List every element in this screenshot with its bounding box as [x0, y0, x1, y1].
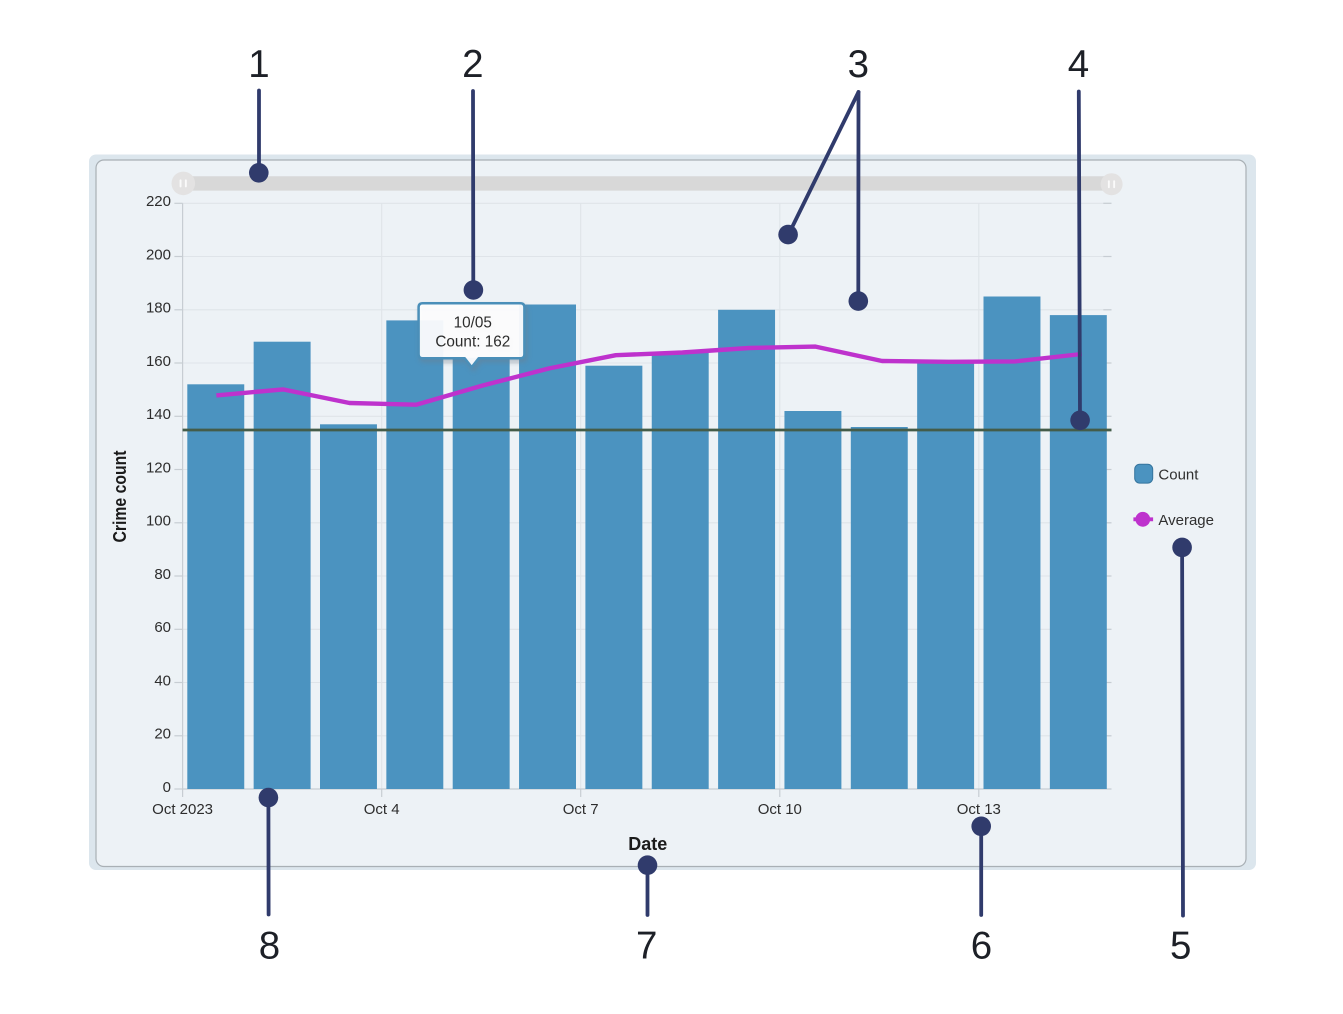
svg-text:10/05: 10/05	[454, 314, 492, 331]
svg-text:40: 40	[154, 672, 171, 689]
svg-text:Count: Count	[1158, 466, 1199, 483]
svg-text:60: 60	[154, 619, 171, 636]
svg-text:4: 4	[1068, 43, 1089, 86]
svg-text:6: 6	[971, 925, 992, 968]
svg-text:200: 200	[146, 246, 171, 263]
svg-text:220: 220	[146, 193, 171, 210]
svg-text:180: 180	[146, 300, 171, 317]
svg-text:0: 0	[163, 779, 171, 796]
svg-text:Oct 2023: Oct 2023	[152, 801, 213, 818]
svg-text:160: 160	[146, 353, 171, 370]
svg-text:100: 100	[146, 513, 171, 530]
svg-text:Date: Date	[628, 834, 667, 854]
svg-text:Average: Average	[1158, 512, 1214, 529]
svg-text:140: 140	[146, 406, 171, 423]
svg-text:Oct 4: Oct 4	[364, 801, 400, 818]
svg-text:Count: 162: Count: 162	[435, 334, 510, 351]
svg-text:Oct 13: Oct 13	[957, 801, 1001, 818]
svg-text:80: 80	[154, 566, 171, 583]
svg-text:5: 5	[1170, 925, 1191, 968]
svg-text:2: 2	[462, 43, 483, 86]
svg-text:8: 8	[259, 925, 280, 968]
svg-text:Oct 7: Oct 7	[563, 801, 599, 818]
svg-text:7: 7	[636, 925, 657, 968]
svg-text:Crime count: Crime count	[110, 450, 130, 542]
svg-text:1: 1	[248, 43, 269, 86]
svg-text:120: 120	[146, 459, 171, 476]
svg-text:20: 20	[154, 726, 171, 743]
svg-text:Oct 10: Oct 10	[758, 801, 802, 818]
svg-text:3: 3	[848, 43, 869, 86]
